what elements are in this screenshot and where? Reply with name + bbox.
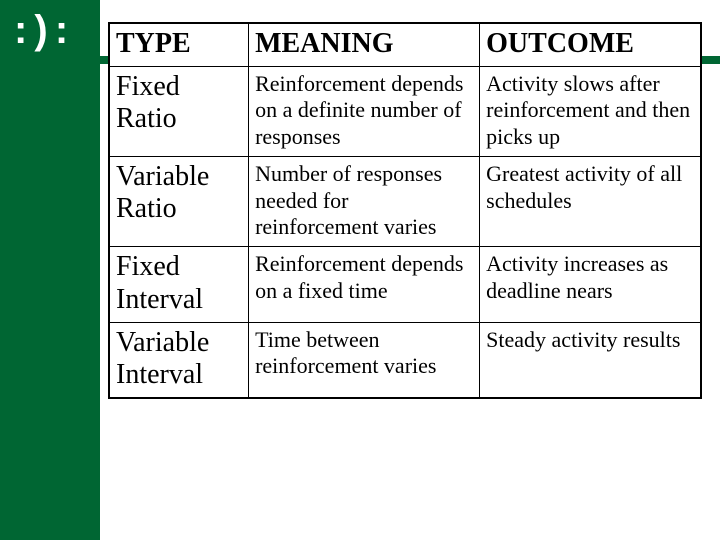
sidebar-decoration xyxy=(0,0,100,540)
cell-meaning: Reinforcement depends on a definite numb… xyxy=(249,67,480,157)
table-header-row: TYPE MEANING OUTCOME xyxy=(109,23,701,67)
header-type: TYPE xyxy=(109,23,249,67)
header-outcome: OUTCOME xyxy=(480,23,701,67)
table-row: Variabl​e Ratio Number of responses need… xyxy=(109,157,701,247)
header-meaning: MEANING xyxy=(249,23,480,67)
table-row: Fixed Ratio Reinforcement depends on a d… xyxy=(109,67,701,157)
schedules-table: TYPE MEANING OUTCOME Fixed Ratio Reinfor… xyxy=(108,22,702,399)
cell-type: Fixed Interval xyxy=(109,247,249,322)
cell-outcome: Activity increases as deadline nears xyxy=(480,247,701,322)
cell-type: Fixed Ratio xyxy=(109,67,249,157)
cell-meaning: Number of responses needed for reinforce… xyxy=(249,157,480,247)
brand-logo: : ) : xyxy=(14,8,66,53)
cell-outcome: Activity slows after reinforcement and t… xyxy=(480,67,701,157)
cell-meaning: Reinforcement depends on a fixed time xyxy=(249,247,480,322)
table-row: Variabl​e Interval Time between reinforc… xyxy=(109,322,701,398)
cell-type: Variabl​e Interval xyxy=(109,322,249,398)
table-row: Fixed Interval Reinforcement depends on … xyxy=(109,247,701,322)
cell-type: Variabl​e Ratio xyxy=(109,157,249,247)
cell-outcome: Steady activity results xyxy=(480,322,701,398)
cell-meaning: Time between reinforcement varies xyxy=(249,322,480,398)
cell-outcome: Greatest activity of all schedules xyxy=(480,157,701,247)
